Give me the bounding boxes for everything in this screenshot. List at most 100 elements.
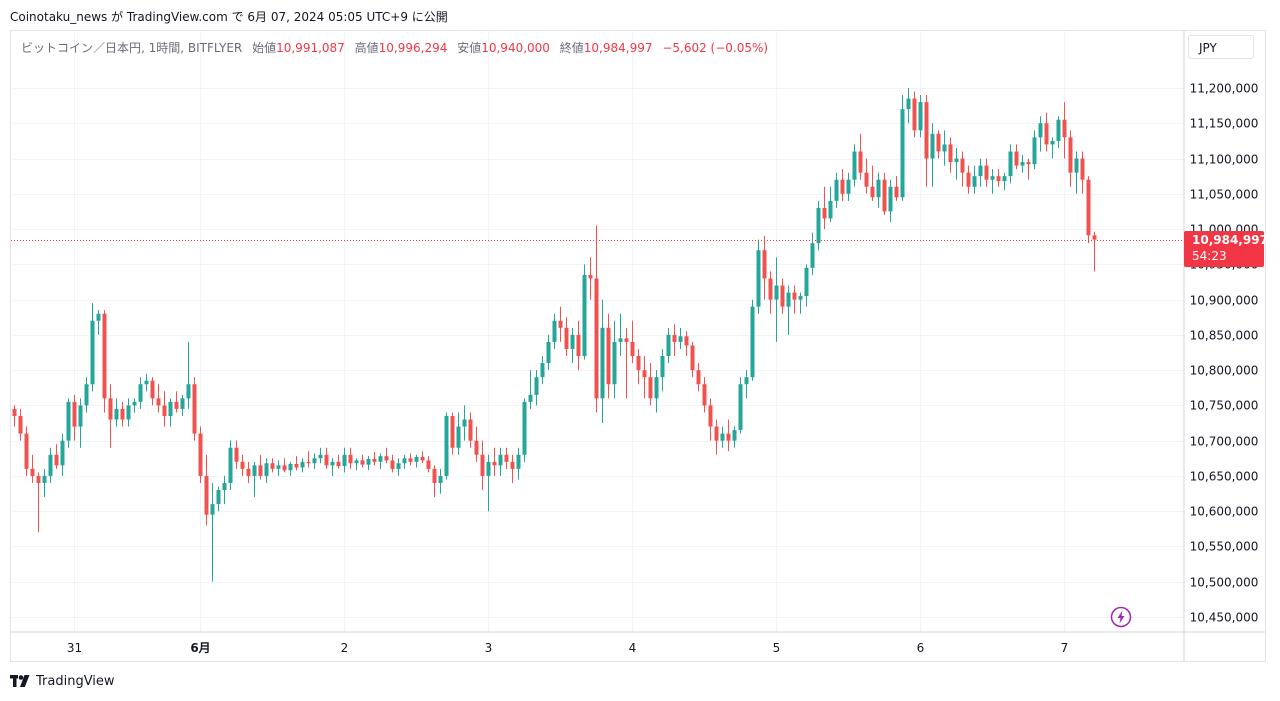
candle [828,186,833,223]
candle [708,398,713,441]
tradingview-brand[interactable]: TradingView [10,674,115,689]
candle [126,398,131,427]
candle-body [474,440,479,455]
candle-body [468,419,473,441]
candle [582,264,587,360]
candle [72,394,77,441]
candle-body [732,430,737,441]
candle-body [804,267,809,297]
candle [858,133,863,180]
candle-body [60,440,65,466]
candle [936,130,941,159]
lightning-icon[interactable] [1110,606,1132,628]
candle-body [522,401,527,455]
candle [1092,231,1097,272]
candle-body [444,415,449,476]
candle-body [246,468,251,476]
time-tick-label: 5 [773,641,781,655]
candle [666,327,671,364]
candle [240,454,245,476]
candle-body [264,463,269,476]
candles [12,88,1097,582]
candle-body [1002,176,1007,182]
time-tick-label: 2 [341,641,349,655]
candle-body [750,306,755,378]
candle-body [24,433,29,469]
candle [114,398,119,427]
candle [798,292,803,314]
candle [282,458,287,473]
candle-body [516,454,521,469]
candle [18,408,23,441]
candle [690,341,695,378]
candle [702,377,707,413]
candle-body [408,458,413,462]
candle-body [606,327,611,385]
candle [156,384,161,413]
candle-body [1062,119,1067,138]
candle [438,468,443,494]
candle [108,384,113,448]
symbol-label[interactable]: ビットコイン／日本円, 1時間, BITFLYER [21,41,243,55]
time-axis[interactable]: 31 6月 2 3 4 5 6 7 [67,641,1068,655]
candle [48,447,53,483]
candle-body [552,320,557,342]
candle [306,451,311,468]
candle [996,169,1001,187]
candle [726,419,731,452]
candle [96,310,101,335]
price-tick-label: 10,850,000 [1190,329,1259,343]
last-price-tag: 10,984,997 54:23 [1184,231,1268,267]
candle-body [168,401,173,416]
candle-body [138,384,143,402]
candle-body [342,454,347,467]
candle-body [420,456,425,461]
candle [132,398,137,413]
candle-body [648,377,653,399]
candle [366,456,371,471]
candle-body [870,186,875,198]
candle [192,377,197,441]
candle-body [330,461,335,466]
candle-body [162,405,167,416]
candle-body [66,401,71,441]
candle-body [588,274,593,279]
open-label: 始値 [252,41,277,55]
candle-body [180,398,185,409]
candle [600,299,605,424]
candle [1038,116,1043,152]
candle-body [930,133,935,159]
candle-body [36,475,41,483]
candle-body [486,461,491,476]
candle [900,95,905,201]
candle-body [450,415,455,448]
candle-body [816,207,821,244]
candle-body [678,336,683,342]
candle-body [126,405,131,420]
price-axis[interactable]: 11,200,000 11,150,000 11,100,000 11,050,000… [1190,82,1259,625]
candle [468,412,473,448]
candle [960,151,965,187]
candle-body [1068,137,1073,173]
candle [234,440,239,469]
candle [102,310,107,413]
candle-body [972,176,977,187]
candle [1008,144,1013,184]
candle [948,137,953,173]
candle-body [276,465,281,469]
candle [396,458,401,476]
candle-body [882,179,887,212]
currency-button[interactable]: JPY [1188,35,1254,59]
candle [750,299,755,381]
candle [30,454,35,483]
candle-body [528,394,533,402]
candle [846,172,851,201]
candle-body [654,377,659,399]
candle-body [660,356,665,378]
candle [312,453,317,469]
high-label: 高値 [354,41,379,55]
candle [414,454,419,468]
candle [408,453,413,466]
candle-body [696,370,701,385]
